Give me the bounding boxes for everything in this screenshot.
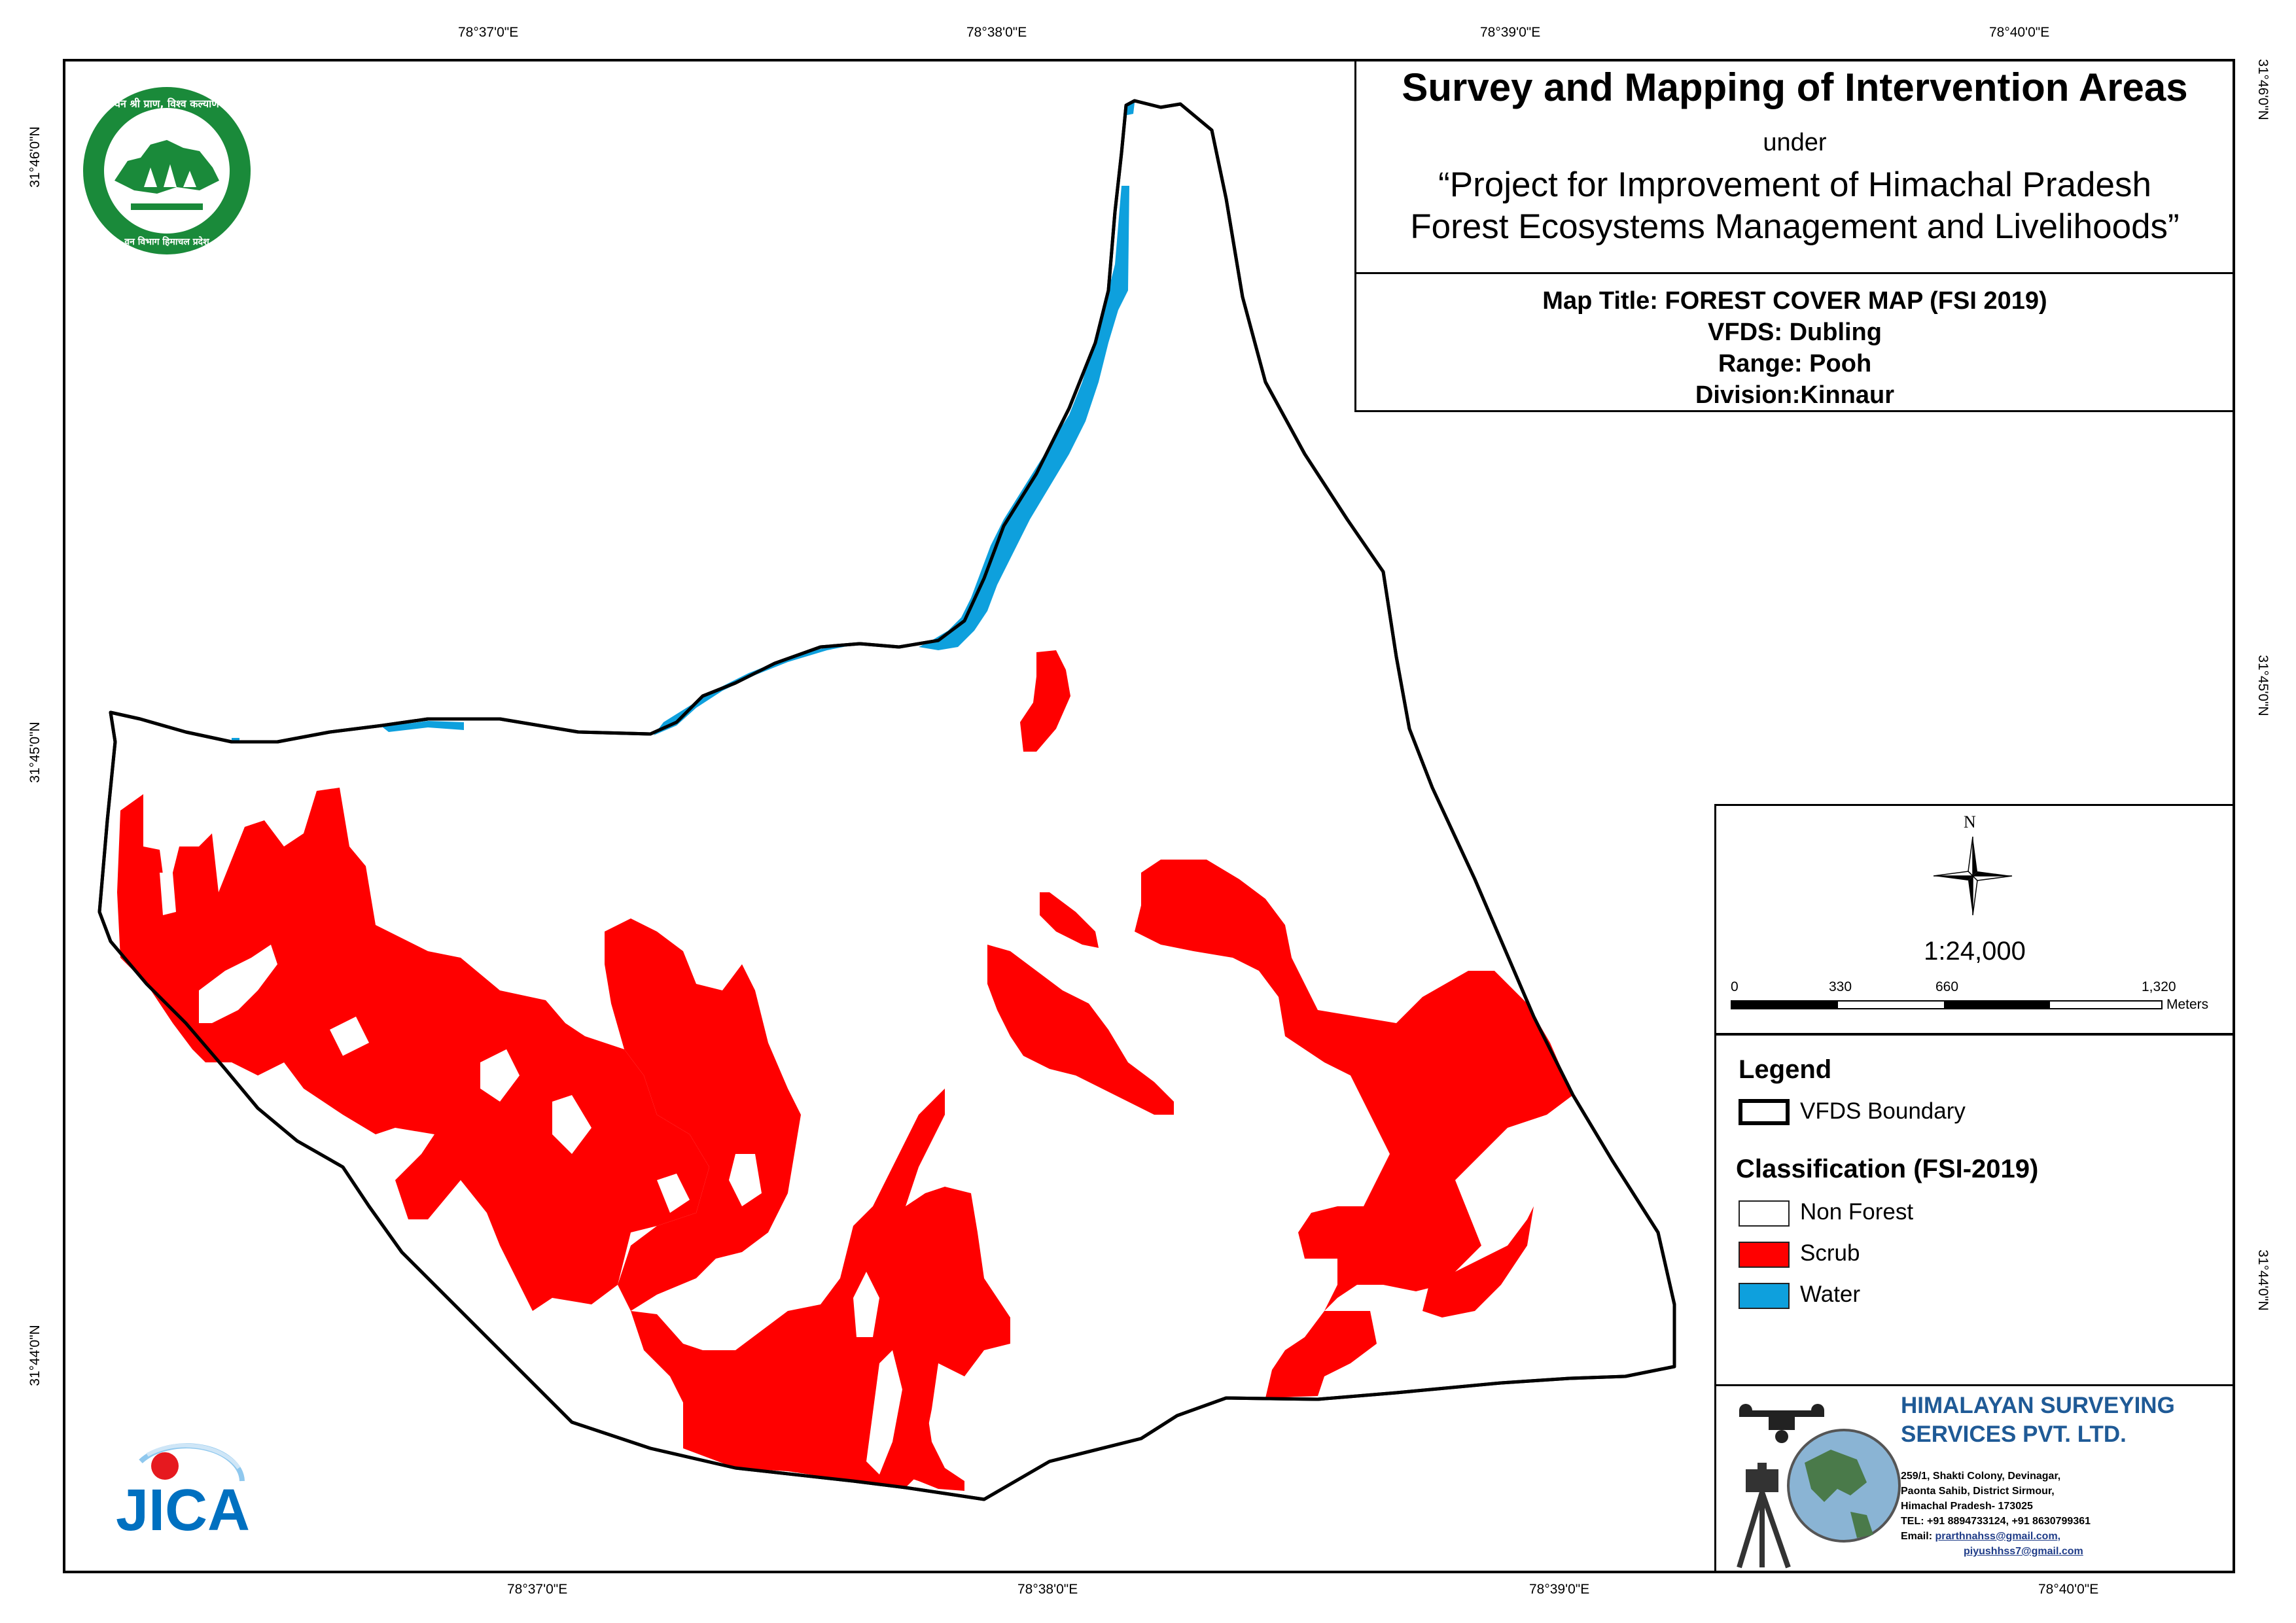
gap-1 [199, 945, 277, 1023]
scale-label-1320: 1,320 [2142, 979, 2176, 994]
north-scale-panel: N 1:24,000 0 330 660 1,320 Meters [1714, 804, 2233, 1035]
map-info-panel: Map Title: FOREST COVER MAP (FSI 2019) V… [1354, 272, 2233, 412]
scrub-central-block [605, 918, 801, 1311]
surveyor-globe-icon [1737, 1404, 1901, 1569]
non-forest-swatch [1739, 1200, 1790, 1227]
boundary-swatch [1739, 1099, 1790, 1125]
left-tick-3: 31°44'0"N [27, 1325, 43, 1386]
bottom-tick-3: 78°39'0"E [1529, 1582, 1590, 1597]
company-email-row-2: piyushhss7@gmail.com [1964, 1544, 2083, 1559]
bottom-tick-1: 78°37'0"E [507, 1582, 568, 1597]
scale-label-330: 330 [1829, 979, 1852, 994]
company-address-3: Himachal Pradesh- 173025 [1901, 1501, 2033, 1512]
top-tick-1: 78°37'0"E [458, 25, 519, 40]
scrub-south-spur [899, 1376, 964, 1491]
project-title-line-1: “Project for Improvement of Himachal Pra… [1438, 166, 2151, 204]
map-frame: वन श्री प्राण, विश्व कल्याण वन विभाग हिम… [63, 59, 2235, 1573]
gap-5 [729, 1154, 762, 1206]
right-tick-2: 31°45'0"N [2255, 655, 2270, 716]
gap-8 [853, 1272, 879, 1337]
svg-text:वन विभाग हिमाचल प्रदेश: वन विभाग हिमाचल प्रदेश [124, 236, 209, 247]
gap-3 [480, 1049, 520, 1102]
gap-4 [552, 1095, 592, 1154]
scrub-label: Scrub [1800, 1240, 1860, 1266]
gap-6 [160, 873, 176, 915]
scrub-central-strip-small [1040, 892, 1099, 948]
scale-label-660: 660 [1935, 979, 1959, 994]
company-panel: HIMALAYAN SURVEYING SERVICES PVT. LTD. 2… [1714, 1384, 2233, 1571]
bottom-tick-4: 78°40'0"E [2038, 1582, 2099, 1597]
top-tick-4: 78°40'0"E [1989, 25, 2050, 40]
water-swatch [1739, 1283, 1790, 1309]
title-panel: Survey and Mapping of Intervention Areas… [1354, 61, 2233, 274]
scale-label-0: 0 [1731, 979, 1739, 994]
gap-7 [657, 1174, 690, 1213]
svg-text:वन श्री प्राण, विश्व कल्याण: वन श्री प्राण, विश्व कल्याण [114, 97, 220, 110]
page-title: Survey and Mapping of Intervention Areas [1402, 65, 2188, 109]
map-title: Map Title: FOREST COVER MAP (FSI 2019) [1542, 287, 2047, 315]
scrub-central-strip-large [987, 945, 1174, 1115]
scrub-west-main [117, 788, 709, 1311]
classification-heading: Classification (FSI-2019) [1736, 1155, 2039, 1183]
scale-unit: Meters [2166, 997, 2209, 1012]
company-tel: TEL: +91 8894733124, +91 8630799361 [1901, 1516, 2091, 1527]
right-tick-1: 31°46'0"N [2255, 59, 2270, 120]
scale-bar [1731, 1000, 2163, 1009]
forest-department-logo: वन श्री प्राण, विश्व कल्याण वन विभाग हिम… [83, 87, 251, 254]
vfds-name: VFDS: Dubling [1708, 319, 1882, 346]
company-address-1: 259/1, Shakti Colony, Devinagar, [1901, 1471, 2061, 1482]
email-link-2[interactable]: piyushhss7@gmail.com [1964, 1546, 2083, 1557]
company-divider [1716, 1384, 2233, 1386]
company-name-line-2: SERVICES PVT. LTD. [1901, 1422, 2127, 1447]
scale-ratio: 1:24,000 [1924, 937, 2026, 966]
north-letter: N [1964, 812, 1976, 831]
jica-logo: JICA [116, 1443, 250, 1543]
left-tick-2: 31°45'0"N [27, 722, 43, 783]
right-tick-3: 31°44'0"N [2255, 1249, 2270, 1311]
bottom-tick-2: 78°38'0"E [1017, 1582, 1078, 1597]
scrub-east-lower [1422, 1206, 1534, 1318]
email-label: Email: [1901, 1531, 1933, 1542]
north-arrow-icon [1933, 836, 2013, 916]
vfds-boundary-outline [97, 99, 1676, 1501]
scrub-east-main [1135, 860, 1573, 1398]
email-link-1[interactable]: prarthnahss@gmail.com, [1935, 1531, 2061, 1542]
top-tick-3: 78°39'0"E [1480, 25, 1541, 40]
top-tick-2: 78°38'0"E [966, 25, 1027, 40]
company-name-line-1: HIMALAYAN SURVEYING [1901, 1393, 2175, 1418]
water-west-strip [382, 721, 464, 732]
title-under: under [1763, 129, 1827, 156]
boundary-label: VFDS Boundary [1800, 1098, 1966, 1124]
tree-icon [144, 164, 196, 187]
company-email-row: Email: prarthnahss@gmail.com, [1901, 1529, 2060, 1544]
non-forest-gaps [160, 873, 902, 1475]
scrub-west-hole-fill [245, 997, 297, 1075]
range-name: Range: Pooh [1718, 350, 1872, 377]
water-label: Water [1800, 1282, 1861, 1307]
map-canvas[interactable] [65, 61, 2235, 1573]
scrub-swatch [1739, 1242, 1790, 1268]
legend-heading: Legend [1739, 1055, 1832, 1084]
company-address-2: Paonta Sahib, District Sirmour, [1901, 1486, 2055, 1497]
legend-panel: Legend VFDS Boundary Classification (FSI… [1714, 1034, 2233, 1441]
svg-text:JICA: JICA [116, 1478, 250, 1543]
gap-2 [330, 1017, 369, 1056]
scrub-north-patch [1020, 650, 1070, 752]
left-tick-1: 31°46'0"N [27, 126, 43, 188]
logo-base-bar [131, 203, 203, 210]
non-forest-label: Non Forest [1800, 1199, 1914, 1225]
scrub-areas [117, 650, 1573, 1491]
division-name: Division:Kinnaur [1695, 381, 1895, 409]
project-title-line-2: Forest Ecosystems Management and Livelih… [1410, 207, 2180, 246]
gap-9 [866, 1350, 902, 1475]
jica-red-dot-icon [151, 1452, 179, 1480]
